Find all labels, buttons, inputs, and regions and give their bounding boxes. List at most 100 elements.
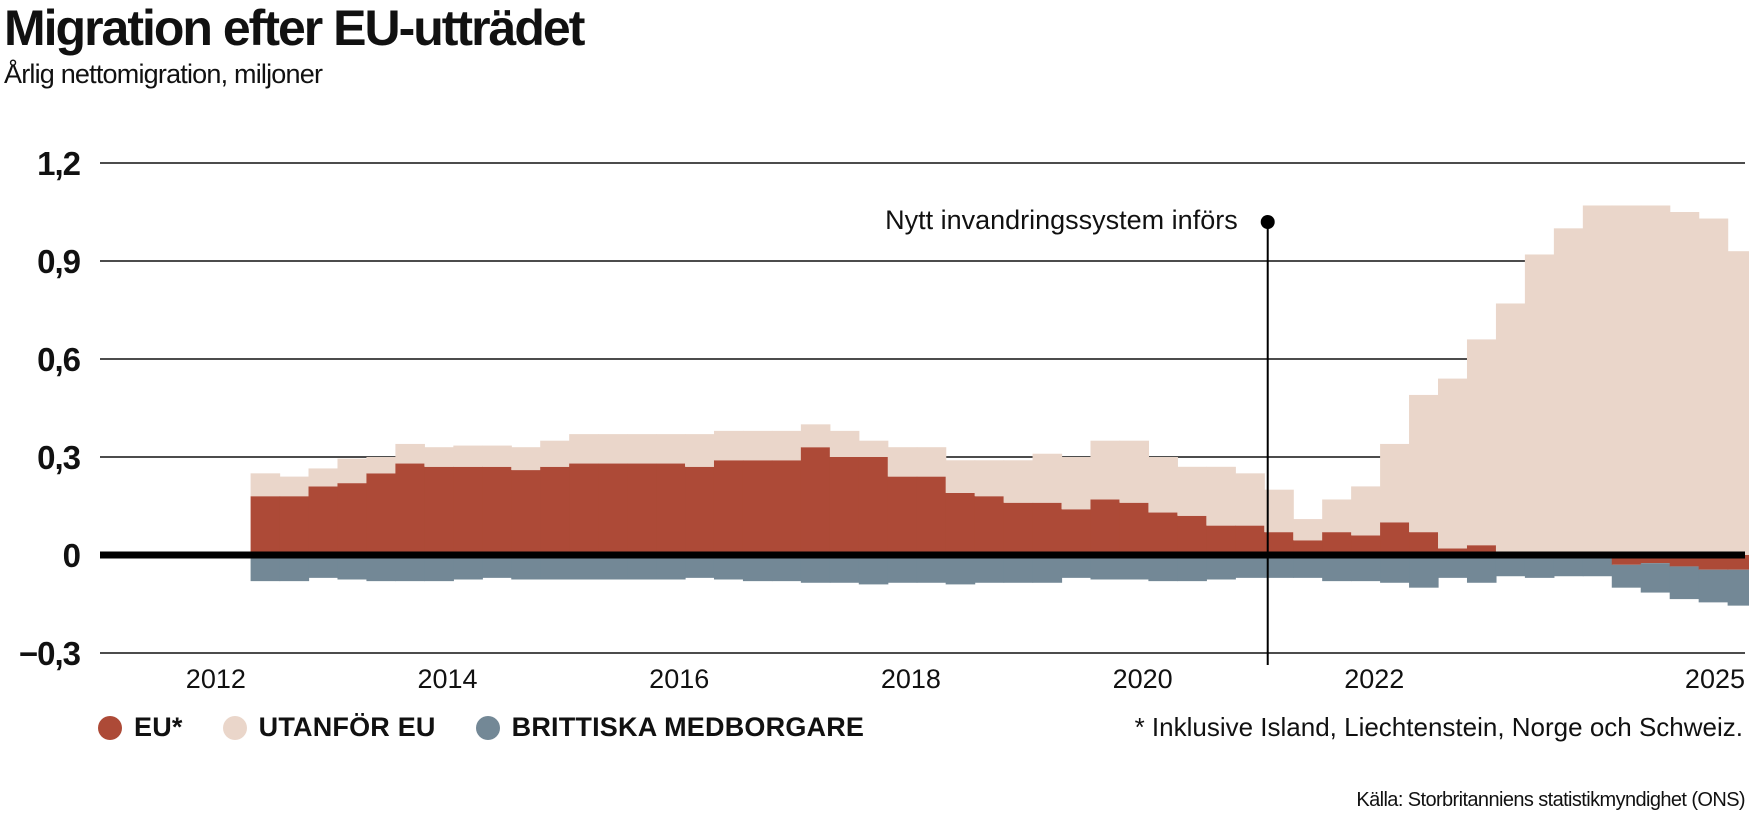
bar-non_eu-34 <box>1235 473 1265 526</box>
x-tick-label-2025: 2025 <box>1685 664 1745 694</box>
bar-british-23 <box>916 555 947 583</box>
bar-british-29 <box>1090 555 1121 580</box>
bar-eu-1 <box>279 496 310 555</box>
annotation-label: Nytt invandringssystem införs <box>885 205 1238 235</box>
x-tick-label-2014: 2014 <box>417 664 477 694</box>
bar-british-42 <box>1466 555 1497 583</box>
bar-british-47 <box>1611 564 1642 588</box>
bar-non_eu-7 <box>453 445 483 467</box>
bar-british-31 <box>1148 555 1178 582</box>
legend-label-non-eu: UTANFÖR EU <box>258 712 436 742</box>
bar-non_eu-24 <box>945 460 976 493</box>
x-tick-label-2016: 2016 <box>649 664 709 694</box>
bar-british-19 <box>800 555 831 583</box>
bar-non_eu-31 <box>1148 457 1178 513</box>
bar-non_eu-22 <box>887 447 918 477</box>
bar-eu-8 <box>482 466 512 555</box>
legend-item-british: BRITTISKA MEDBORGARE <box>475 712 865 743</box>
bar-non_eu-49 <box>1669 212 1700 555</box>
bar-non_eu-26 <box>1003 460 1034 503</box>
bar-eu-24 <box>945 492 976 555</box>
bar-eu-42 <box>1466 545 1497 555</box>
bar-eu-47 <box>1611 555 1642 565</box>
bar-british-32 <box>1177 555 1207 582</box>
bar-non_eu-18 <box>771 430 802 461</box>
bar-non_eu-46 <box>1582 205 1613 555</box>
bar-british-45 <box>1553 555 1584 577</box>
bar-eu-3 <box>337 483 368 555</box>
y-tick-label-0: −0,3 <box>19 635 81 672</box>
bar-non_eu-13 <box>627 434 657 464</box>
bar-british-37 <box>1322 555 1352 582</box>
bar-non_eu-10 <box>540 440 570 467</box>
x-tick-label-2020: 2020 <box>1113 664 1173 694</box>
bar-non_eu-28 <box>1061 457 1092 510</box>
y-tick-label-4: 0,9 <box>37 243 81 280</box>
bar-british-3 <box>337 555 368 580</box>
bar-non_eu-17 <box>742 430 773 461</box>
bar-british-34 <box>1235 555 1265 578</box>
bar-eu-40 <box>1409 532 1439 555</box>
legend-dot-non-eu <box>222 715 247 740</box>
chart-title: Migration efter EU-utträdet <box>4 0 585 56</box>
bar-british-27 <box>1032 555 1063 583</box>
bar-british-15 <box>685 555 715 578</box>
footnote: * Inklusive Island, Liechtenstein, Norge… <box>1134 712 1743 742</box>
bar-british-24 <box>945 555 976 585</box>
bar-british-7 <box>453 555 483 580</box>
bar-british-1 <box>279 555 310 582</box>
bar-british-20 <box>829 555 860 583</box>
bar-non_eu-32 <box>1177 466 1207 516</box>
bar-british-9 <box>511 555 541 580</box>
bar-eu-38 <box>1351 535 1381 555</box>
legend-label-british: BRITTISKA MEDBORGARE <box>511 712 865 742</box>
bar-eu-30 <box>1119 502 1149 555</box>
bar-british-17 <box>742 555 773 582</box>
legend-item-non-eu: UTANFÖR EU <box>222 712 436 743</box>
bar-british-5 <box>395 555 425 582</box>
bar-non_eu-16 <box>713 430 744 461</box>
bar-british-26 <box>1003 555 1034 583</box>
bar-non_eu-45 <box>1553 228 1584 555</box>
bar-british-21 <box>858 555 889 585</box>
bar-eu-26 <box>1003 502 1034 555</box>
bar-british-40 <box>1409 555 1439 588</box>
legend: EU* UTANFÖR EU BRITTISKA MEDBORGARE <box>98 712 904 743</box>
bar-eu-6 <box>424 466 454 555</box>
bar-eu-12 <box>598 463 628 555</box>
bar-non_eu-47 <box>1611 205 1642 555</box>
bar-eu-34 <box>1235 525 1265 555</box>
bar-british-33 <box>1206 555 1236 580</box>
bar-british-41 <box>1438 555 1468 578</box>
bar-non_eu-38 <box>1351 486 1381 536</box>
annotation-dot <box>1260 215 1275 229</box>
bar-eu-22 <box>887 476 918 555</box>
bar-non_eu-6 <box>424 447 454 467</box>
bar-british-11 <box>569 555 599 580</box>
bar-non_eu-48 <box>1640 205 1671 555</box>
bar-eu-21 <box>858 457 889 555</box>
chart-subtitle: Årlig nettomigration, miljoner <box>4 59 323 89</box>
bar-non_eu-1 <box>279 476 310 497</box>
bar-non_eu-20 <box>829 430 860 457</box>
legend-label-eu: EU* <box>134 712 183 742</box>
bar-eu-14 <box>656 463 686 555</box>
bar-non_eu-36 <box>1293 519 1323 541</box>
bar-eu-19 <box>800 447 831 555</box>
y-tick-label-5: 1,2 <box>37 145 81 182</box>
bar-british-12 <box>598 555 628 580</box>
bar-british-2 <box>308 555 339 578</box>
bar-non_eu-44 <box>1524 254 1555 555</box>
bar-british-28 <box>1061 555 1092 578</box>
bar-british-46 <box>1582 555 1613 577</box>
legend-dot-eu <box>98 715 122 740</box>
bar-eu-11 <box>569 463 599 555</box>
bar-eu-15 <box>685 466 715 555</box>
bar-non_eu-12 <box>598 434 628 464</box>
bar-eu-18 <box>771 460 802 555</box>
bar-non_eu-5 <box>395 443 425 464</box>
bar-british-8 <box>482 555 512 578</box>
bar-eu-5 <box>395 463 425 555</box>
bar-non_eu-0 <box>250 473 281 497</box>
bar-non_eu-9 <box>511 447 541 471</box>
